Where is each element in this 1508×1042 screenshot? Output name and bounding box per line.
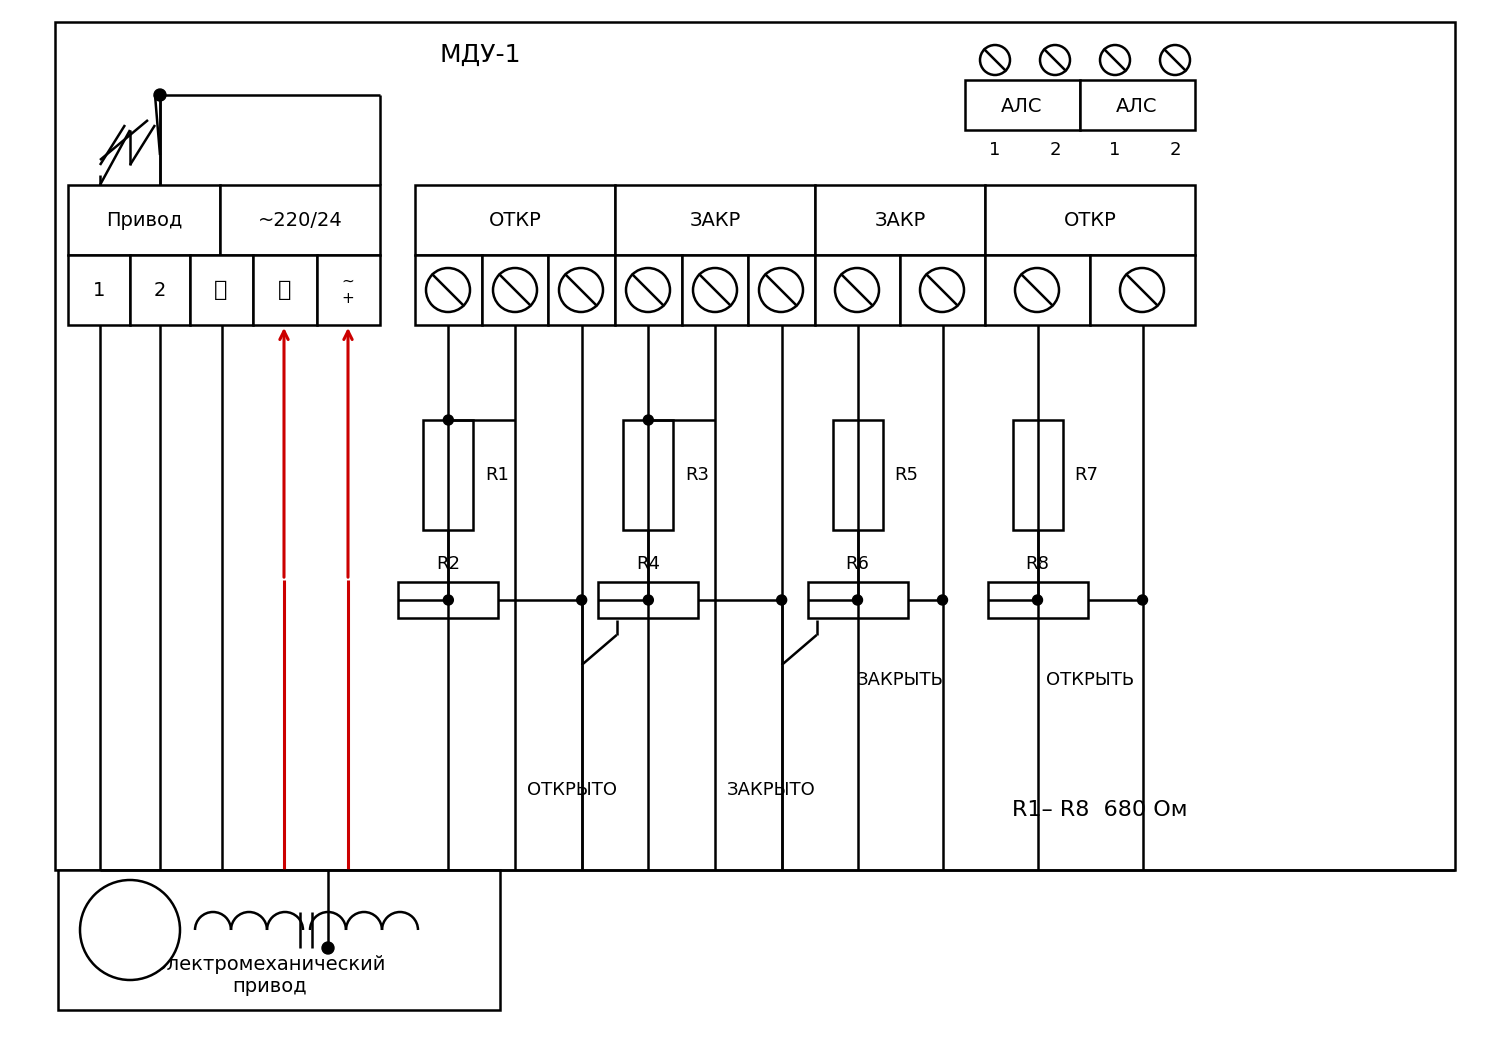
Circle shape [626, 268, 670, 312]
Circle shape [493, 268, 537, 312]
Text: Электромеханический
привод: Электромеханический привод [154, 954, 386, 995]
Text: 1: 1 [1110, 141, 1120, 159]
Text: R5: R5 [894, 466, 918, 483]
Text: ОТКРЫТО: ОТКРЫТО [526, 782, 617, 799]
Circle shape [644, 595, 653, 605]
Text: ЗАКР: ЗАКР [689, 210, 740, 229]
Text: 2: 2 [154, 280, 166, 299]
Text: МДУ-1: МДУ-1 [439, 43, 520, 67]
Circle shape [1120, 268, 1164, 312]
Text: ОТКР: ОТКР [489, 210, 541, 229]
Text: 2: 2 [1169, 141, 1181, 159]
Bar [1080, 80, 1194, 130]
Bar [253, 255, 317, 325]
Text: R8: R8 [1025, 555, 1050, 573]
Circle shape [644, 415, 653, 425]
Bar [68, 255, 130, 325]
Bar [988, 582, 1087, 618]
Circle shape [938, 595, 947, 605]
Bar [424, 420, 474, 530]
Circle shape [920, 268, 964, 312]
Text: АЛС: АЛС [1116, 97, 1158, 116]
Bar [814, 255, 900, 325]
Bar [415, 255, 481, 325]
Text: ЗАКРЫТЬ: ЗАКРЫТЬ [857, 671, 944, 689]
Text: АЛС: АЛС [1001, 97, 1042, 116]
Bar [985, 185, 1194, 255]
Circle shape [443, 595, 454, 605]
Text: ~
+: ~ + [342, 274, 354, 306]
Text: R4: R4 [636, 555, 661, 573]
Bar [832, 420, 882, 530]
Text: ~220/24: ~220/24 [258, 210, 342, 229]
Bar [415, 185, 615, 255]
Text: R3: R3 [685, 466, 709, 483]
Bar [623, 420, 674, 530]
Circle shape [80, 880, 179, 979]
Bar [807, 582, 908, 618]
Circle shape [1033, 595, 1042, 605]
Bar [190, 255, 253, 325]
Bar [1090, 255, 1194, 325]
Text: ЗАКРЫТО: ЗАКРЫТО [727, 782, 816, 799]
Circle shape [1041, 45, 1071, 75]
Bar [900, 255, 985, 325]
Circle shape [777, 595, 787, 605]
Circle shape [1137, 595, 1148, 605]
Text: ОТКРЫТЬ: ОТКРЫТЬ [1047, 671, 1134, 689]
Text: ⏚: ⏚ [214, 280, 228, 300]
Text: 1: 1 [989, 141, 1001, 159]
Circle shape [852, 595, 863, 605]
Circle shape [694, 268, 737, 312]
Bar [1012, 420, 1063, 530]
Text: 1: 1 [93, 280, 106, 299]
Circle shape [1099, 45, 1129, 75]
Circle shape [559, 268, 603, 312]
Circle shape [759, 268, 802, 312]
Bar [814, 185, 985, 255]
Text: ⏚: ⏚ [279, 280, 291, 300]
Circle shape [1160, 45, 1190, 75]
Circle shape [980, 45, 1010, 75]
Bar [682, 255, 748, 325]
Text: 2: 2 [1050, 141, 1060, 159]
Bar [481, 255, 549, 325]
Circle shape [1015, 268, 1059, 312]
Text: R7: R7 [1075, 466, 1098, 483]
Text: Привод: Привод [106, 210, 182, 229]
Text: R1: R1 [486, 466, 510, 483]
Text: ОТКР: ОТКР [1063, 210, 1116, 229]
Bar [57, 870, 501, 1010]
Bar [54, 22, 1455, 870]
Circle shape [425, 268, 470, 312]
Bar [549, 255, 615, 325]
Bar [615, 255, 682, 325]
Circle shape [443, 415, 454, 425]
Bar [220, 185, 380, 255]
Bar [965, 80, 1080, 130]
Circle shape [154, 89, 166, 101]
Text: R2: R2 [436, 555, 460, 573]
Circle shape [576, 595, 587, 605]
Bar [317, 255, 380, 325]
Bar [599, 582, 698, 618]
Text: ЗАКР: ЗАКР [875, 210, 926, 229]
Bar [985, 255, 1090, 325]
Circle shape [835, 268, 879, 312]
Text: R6: R6 [844, 555, 869, 573]
Bar [615, 185, 814, 255]
Bar [130, 255, 190, 325]
Circle shape [323, 942, 333, 954]
Bar [398, 582, 498, 618]
Bar [68, 185, 220, 255]
Text: R1– R8  680 Ом: R1– R8 680 Ом [1012, 800, 1188, 820]
Bar [748, 255, 814, 325]
